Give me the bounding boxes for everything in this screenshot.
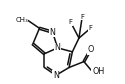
Text: F: F	[69, 19, 73, 25]
Text: N: N	[53, 71, 59, 80]
Text: N: N	[55, 43, 60, 52]
Text: F: F	[88, 25, 92, 31]
Text: OH: OH	[92, 67, 104, 76]
Text: N: N	[50, 28, 56, 37]
Text: CH₃: CH₃	[15, 17, 28, 23]
Text: F: F	[80, 14, 84, 19]
Text: O: O	[87, 45, 94, 54]
